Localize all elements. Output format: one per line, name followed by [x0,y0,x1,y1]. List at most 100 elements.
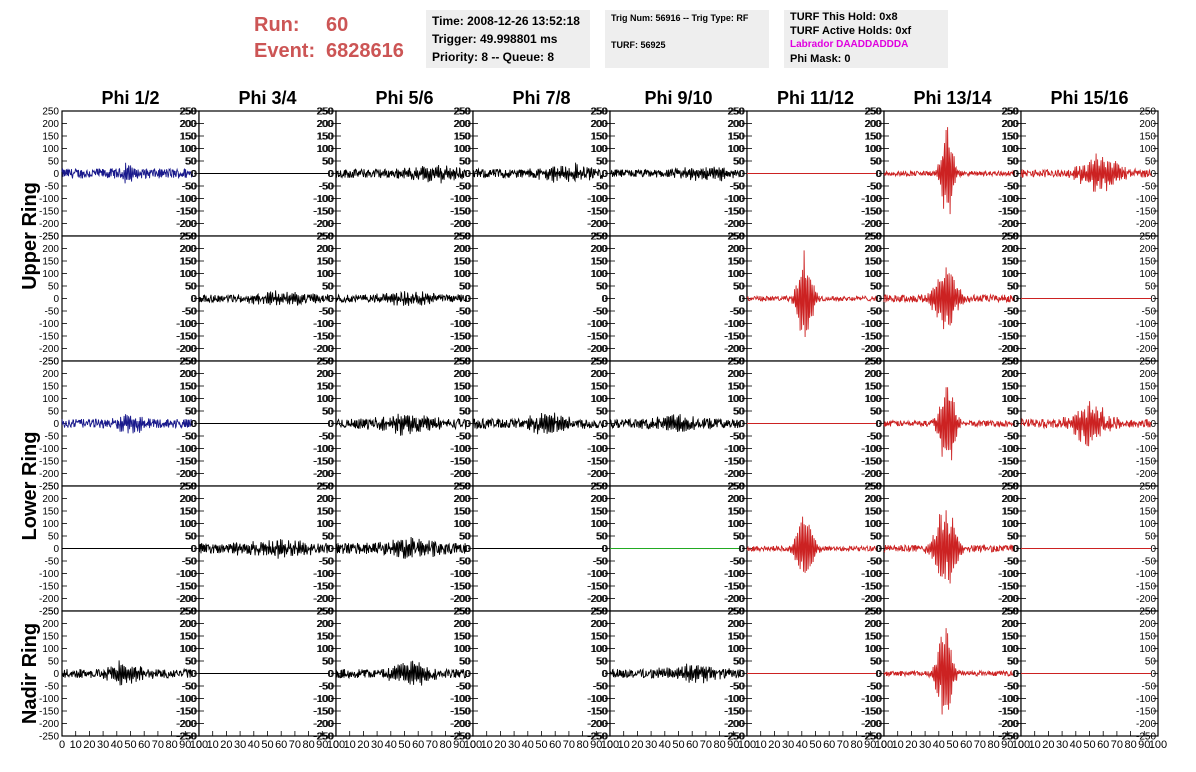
y-tick-label: -150 [313,207,333,218]
y-tick-label: -50 [1142,557,1157,568]
y-tick-label: -50 [1004,682,1019,693]
y-tick-label: -150 [588,707,608,718]
x-tick-label: 30 [371,739,383,751]
y-tick-label: 150 [42,632,59,643]
y-tick-label: -200 [450,344,470,355]
y-tick-label: 100 [864,269,881,280]
y-tick-label: 0 [739,294,745,305]
y-tick-label: -150 [450,707,470,718]
y-tick-label: 150 [317,632,334,643]
y-tick-label: -50 [593,432,608,443]
y-tick-label: 0 [328,419,334,430]
column-header: Phi 3/4 [238,88,296,108]
y-tick-label: 0 [738,669,744,680]
y-tick-label: 100 [179,519,196,530]
y-tick-label: -150 [861,457,881,468]
y-tick-label: 150 [864,382,881,393]
y-tick-label: 250 [864,232,881,243]
y-tick-label: 150 [179,507,196,518]
y-tick-label: -200 [450,469,470,480]
y-tick-label: 150 [728,132,745,143]
y-tick-label: 50 [1007,157,1019,168]
y-tick-label: -150 [177,707,197,718]
y-tick-label: 0 [875,544,881,555]
y-tick-label: 250 [1001,107,1018,118]
y-tick-label: -250 [451,732,471,743]
y-tick-label: 0 [53,544,59,555]
y-tick-label: -200 [861,719,881,730]
y-tick-label: 0 [1013,169,1019,180]
y-tick-label: 250 [1002,482,1019,493]
y-tick-label: -100 [999,444,1019,455]
y-tick-label: 200 [727,244,744,255]
y-tick-label: 0 [601,419,607,430]
y-tick-label: -200 [861,594,881,605]
y-tick-label: 200 [1139,119,1156,130]
y-tick-label: -50 [1142,307,1157,318]
x-tick-label: 60 [686,739,698,751]
y-tick-label: 0 [1150,669,1156,680]
y-tick-label: -150 [314,207,334,218]
y-tick-label: -100 [999,319,1019,330]
y-tick-label: 200 [453,369,470,380]
y-tick-label: -150 [998,582,1018,593]
y-tick-label: 100 [591,269,608,280]
y-tick-label: 250 [316,482,333,493]
y-tick-label: -100 [862,194,882,205]
y-tick-label: -50 [594,557,609,568]
y-tick-label: -250 [450,732,470,743]
y-tick-label: -100 [450,319,470,330]
y-tick-label: 50 [870,282,882,293]
column-header: Phi 5/6 [375,88,433,108]
x-tick-label: 60 [960,739,972,751]
y-tick-label: 200 [317,119,334,130]
column-header: Phi 9/10 [644,88,712,108]
y-tick-label: -200 [587,719,607,730]
y-tick-label: 0 [1150,544,1156,555]
y-tick-label: 0 [465,669,471,680]
y-tick-label: -200 [861,344,881,355]
waveform-trace [883,510,1015,584]
y-tick-label: -100 [998,319,1018,330]
turf-info-box: TURF This Hold: 0x8 TURF Active Holds: 0… [784,10,948,68]
y-tick-label: 250 [865,232,882,243]
column-header: Phi 7/8 [512,88,570,108]
y-tick-label: 250 [590,357,607,368]
y-tick-label: 200 [1001,369,1018,380]
y-tick-label: 0 [1012,544,1018,555]
y-tick-label: -200 [587,469,607,480]
y-tick-label: -50 [867,557,882,568]
y-tick-label: 150 [1002,382,1019,393]
y-tick-label: 150 [728,507,745,518]
y-tick-label: 150 [42,507,59,518]
x-tick-label: 0 [59,739,65,751]
y-tick-label: -200 [177,719,197,730]
y-tick-label: 50 [185,407,197,418]
y-tick-label: -150 [861,207,881,218]
x-tick-label: 90 [1001,739,1013,751]
x-tick-label: 30 [645,739,657,751]
y-tick-label: 50 [48,657,60,668]
y-tick-label: -200 [1136,719,1156,730]
y-tick-label: 150 [453,132,470,143]
waveform-trace [609,414,741,433]
y-tick-label: 250 [1001,232,1018,243]
y-tick-label: 50 [185,157,197,168]
y-tick-label: -100 [176,319,196,330]
y-tick-label: 0 [328,544,334,555]
y-tick-label: 250 [1139,607,1156,618]
x-tick-label: 40 [659,739,671,751]
y-tick-label: 100 [42,644,59,655]
y-tick-label: -150 [451,582,471,593]
y-tick-label: 0 [876,419,882,430]
y-tick-label: 100 [728,519,745,530]
y-tick-label: -150 [450,457,470,468]
y-tick-label: 100 [1139,644,1156,655]
x-tick-label: 40 [522,739,534,751]
x-tick-label: 10 [70,739,82,751]
y-tick-label: -50 [868,182,883,193]
y-tick-label: 250 [864,607,881,618]
x-tick-label: 70 [700,739,712,751]
y-tick-label: 100 [1001,269,1018,280]
y-tick-label: 200 [180,494,197,505]
